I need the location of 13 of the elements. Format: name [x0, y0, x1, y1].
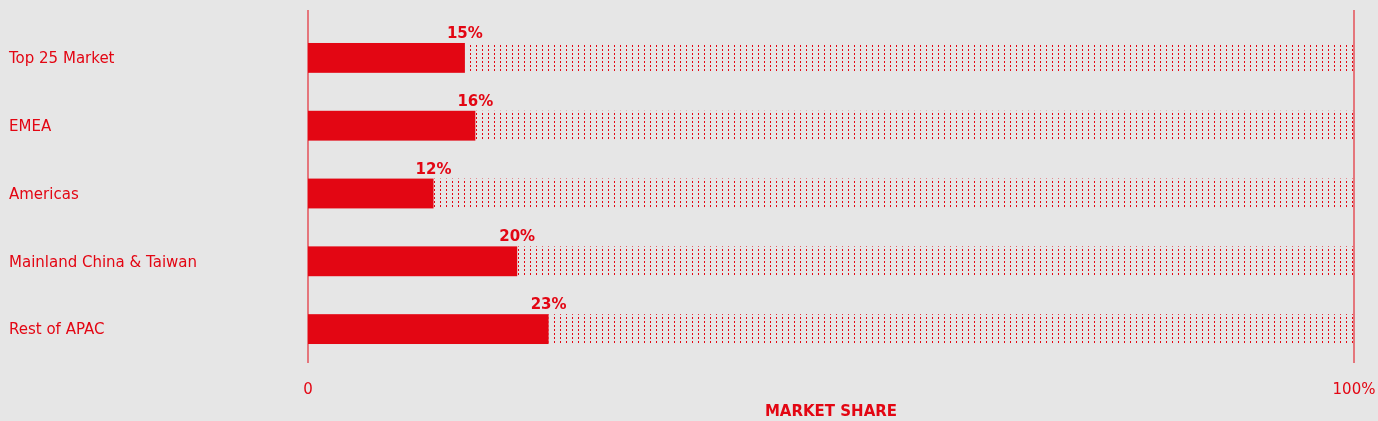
- y-tick-label: Americas: [9, 184, 79, 203]
- data-label: 16%: [457, 91, 494, 110]
- y-tick-label: Rest of APAC: [9, 320, 105, 339]
- data-label: 20%: [499, 227, 536, 246]
- x-axis-title: MARKET SHARE: [764, 402, 898, 420]
- x-tick-label: 100%: [1332, 380, 1376, 398]
- y-tick-label: EMEA: [9, 116, 52, 135]
- data-label: 15%: [446, 23, 483, 42]
- y-tick-label: Top 25 Market: [8, 49, 115, 68]
- data-label: 23%: [530, 295, 567, 314]
- x-tick-label: 0: [303, 380, 313, 398]
- data-label: 12%: [415, 159, 452, 178]
- y-tick-label: Mainland China & Taiwan: [9, 252, 198, 271]
